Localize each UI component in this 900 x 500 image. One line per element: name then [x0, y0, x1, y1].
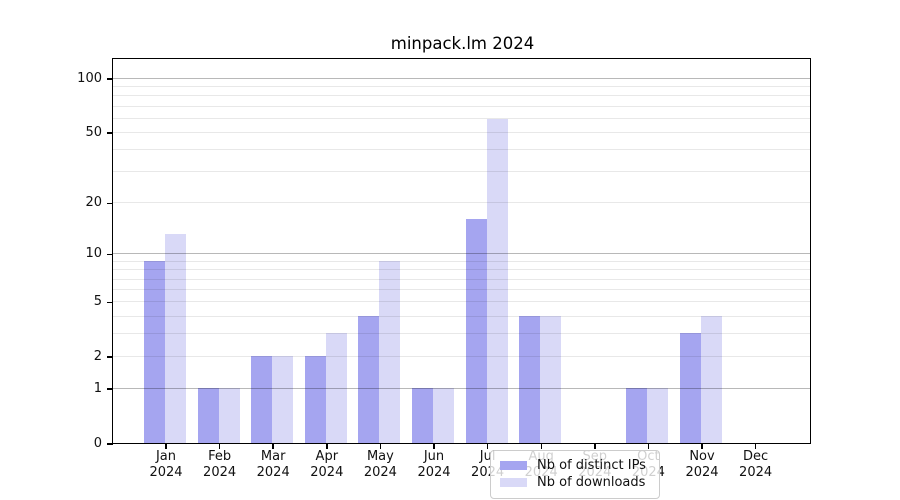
y-tick-label-50: 50: [85, 125, 102, 140]
x-tick-mark-feb: [218, 444, 221, 449]
gridline-9: [113, 260, 810, 262]
legend-swatch-distinct-ips: [500, 461, 527, 470]
gridline-30: [113, 171, 810, 173]
y-tick-mark-5: [107, 301, 113, 303]
gridline-1: [113, 388, 810, 390]
y-tick-mark-20: [107, 202, 113, 204]
bar-downloads-oct-2024: [647, 388, 669, 443]
x-tick-label-apr: Apr 2024: [310, 449, 344, 480]
legend-swatch-downloads: [500, 478, 527, 487]
bar-downloads-jun-2024: [433, 388, 454, 443]
y-tick-mark-2: [107, 356, 113, 358]
chart-title: minpack.lm 2024: [390, 34, 535, 53]
x-tick-label-dec: Dec 2024: [739, 449, 773, 480]
y-tick-mark-0: [107, 443, 113, 445]
y-tick-mark-50: [107, 132, 113, 134]
x-tick-mark-sep: [594, 444, 596, 449]
bar-distinct-ips-jan-2024: [144, 260, 165, 443]
gridline-40: [113, 149, 810, 151]
y-tick-label-2: 2: [93, 349, 102, 365]
bar-distinct-ips-feb-2024: [197, 388, 219, 443]
gridline-6: [113, 289, 810, 291]
legend-item-downloads: Nb of downloads: [500, 475, 650, 490]
bar-downloads-jan-2024: [165, 234, 186, 443]
x-tick-mark-apr: [326, 444, 328, 449]
bar-downloads-may-2024: [379, 260, 401, 443]
x-tick-label-may: May 2024: [363, 449, 397, 480]
x-tick-mark-aug: [540, 444, 542, 449]
bar-distinct-ips-nov-2024: [680, 333, 701, 443]
x-tick-label-jan: Jan 2024: [149, 449, 183, 480]
bar-distinct-ips-apr-2024: [304, 356, 326, 443]
legend-label-downloads: Nb of downloads: [537, 475, 646, 490]
x-tick-label-mar: Mar 2024: [256, 449, 290, 480]
gridline-60: [113, 117, 810, 119]
legend-item-distinct-ips: Nb of distinct IPs: [500, 458, 650, 473]
y-tick-label-5: 5: [93, 294, 102, 310]
x-tick-mark-may: [379, 444, 382, 449]
gridline-3: [113, 333, 810, 335]
bar-downloads-feb-2024: [218, 388, 240, 443]
y-tick-label-0: 0: [93, 436, 102, 451]
bar-downloads-nov-2024: [701, 315, 722, 443]
bar-distinct-ips-mar-2024: [251, 356, 273, 443]
bar-downloads-jul-2024: [486, 119, 508, 443]
bar-distinct-ips-oct-2024: [626, 388, 648, 443]
bar-downloads-apr-2024: [325, 333, 347, 443]
x-tick-mark-nov: [701, 444, 703, 449]
gridline-7: [113, 278, 810, 280]
y-tick-mark-1: [107, 388, 113, 390]
y-tick-label-10: 10: [85, 246, 102, 262]
gridline-20: [113, 202, 810, 204]
x-tick-mark-dec: [754, 444, 757, 449]
gridline-90: [113, 86, 810, 88]
gridline-4: [113, 315, 810, 317]
gridline-10: [113, 253, 810, 255]
legend: Nb of distinct IPs Nb of downloads: [490, 450, 660, 499]
gridline-5: [113, 301, 810, 303]
y-tick-mark-100: [107, 78, 113, 80]
bar-downloads-aug-2024: [540, 315, 562, 443]
x-tick-mark-jan: [165, 444, 167, 449]
x-tick-label-feb: Feb 2024: [203, 449, 237, 480]
x-tick-label-jun: Jun 2024: [417, 449, 451, 480]
gridline-80: [113, 95, 810, 97]
bar-downloads-mar-2024: [272, 356, 294, 443]
gridline-50: [113, 132, 810, 133]
y-tick-label-100: 100: [77, 71, 102, 86]
legend-label-distinct-ips: Nb of distinct IPs: [537, 458, 646, 473]
x-tick-mark-oct: [647, 444, 650, 449]
x-tick-mark-jun: [433, 444, 435, 449]
gridline-2: [113, 356, 810, 358]
bar-distinct-ips-jun-2024: [412, 388, 433, 443]
bar-distinct-ips-jul-2024: [465, 218, 487, 443]
y-tick-label-20: 20: [85, 195, 102, 211]
y-tick-mark-10: [107, 253, 113, 256]
x-tick-label-nov: Nov 2024: [685, 449, 719, 480]
bar-distinct-ips-may-2024: [358, 315, 380, 443]
gridline-100: [113, 78, 810, 79]
gridline-70: [113, 105, 810, 107]
y-tick-label-1: 1: [93, 381, 102, 397]
gridline-8: [113, 269, 810, 271]
x-tick-mark-jul: [486, 444, 489, 449]
bar-distinct-ips-aug-2024: [519, 315, 541, 443]
plot-area: Nb of distinct IPs Nb of downloads: [112, 58, 811, 499]
x-tick-mark-mar: [272, 444, 274, 449]
